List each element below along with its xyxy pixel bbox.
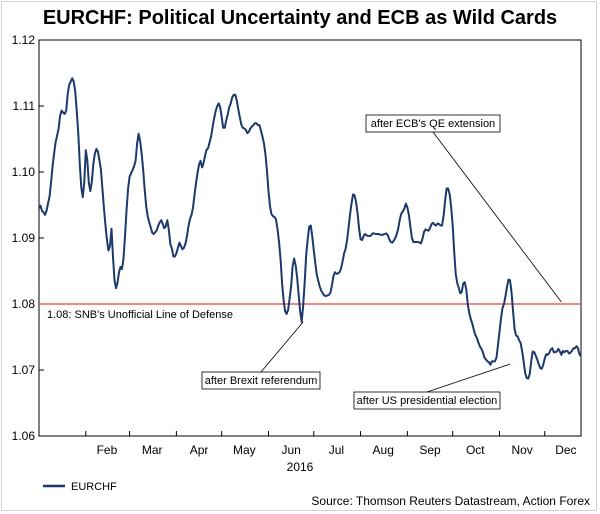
y-tick-label: 1.07 — [12, 363, 36, 377]
x-tick-label: Oct — [466, 443, 485, 457]
x-tick-label: Feb — [97, 443, 118, 457]
y-tick-label: 1.12 — [12, 33, 36, 47]
x-tick-label: Dec — [555, 443, 576, 457]
x-tick-label: Sep — [419, 443, 441, 457]
x-tick-label: Mar — [142, 443, 163, 457]
x-tick-label: May — [233, 443, 256, 457]
chart-title: EURCHF: Political Uncertainty and ECB as… — [43, 7, 557, 29]
series-line-eurchf — [38, 77, 582, 380]
annotation-leader-brexit — [260, 321, 304, 373]
x-axis: Feb Mar Apr May Jun Jul Aug Sep Oct Nov Dec — [85, 431, 577, 457]
y-tick-label: 1.10 — [12, 165, 36, 179]
x-tick-label: Jun — [281, 443, 300, 457]
annotation-box-ecb-qe — [365, 114, 501, 133]
x-axis-label: 2016 — [287, 460, 314, 474]
x-tick-label: Nov — [511, 443, 532, 457]
legend-label-eurchf: EURCHF — [71, 481, 117, 493]
x-tick-label: Jul — [329, 443, 344, 457]
y-tick-label: 1.11 — [13, 99, 36, 113]
y-axis: 1.12 1.11 1.10 1.09 1.08 1.07 1.06 — [12, 33, 44, 443]
source-note: Source: Thomson Reuters Datastream, Acti… — [311, 494, 590, 508]
y-tick-label: 1.09 — [12, 231, 36, 245]
x-tick-label: Aug — [373, 443, 394, 457]
x-tick-label: Apr — [190, 443, 209, 457]
annotation-brexit: after Brexit referendum — [205, 375, 318, 387]
annotation-box-brexit — [201, 371, 321, 390]
y-tick-label: 1.08 — [12, 297, 36, 311]
reference-line-label: 1.08: SNB's Unofficial Line of Defense — [47, 309, 233, 321]
annotation-leader-ecb-qe — [432, 131, 562, 303]
annotation-leader-us-election — [426, 363, 511, 393]
plot-area — [38, 39, 582, 437]
annotation-us-election: after US presidential election — [357, 395, 498, 407]
y-tick-label: 1.06 — [12, 429, 36, 443]
annotation-box-us-election — [353, 391, 501, 410]
annotation-ecb-qe: after ECB's QE extension — [371, 118, 495, 130]
